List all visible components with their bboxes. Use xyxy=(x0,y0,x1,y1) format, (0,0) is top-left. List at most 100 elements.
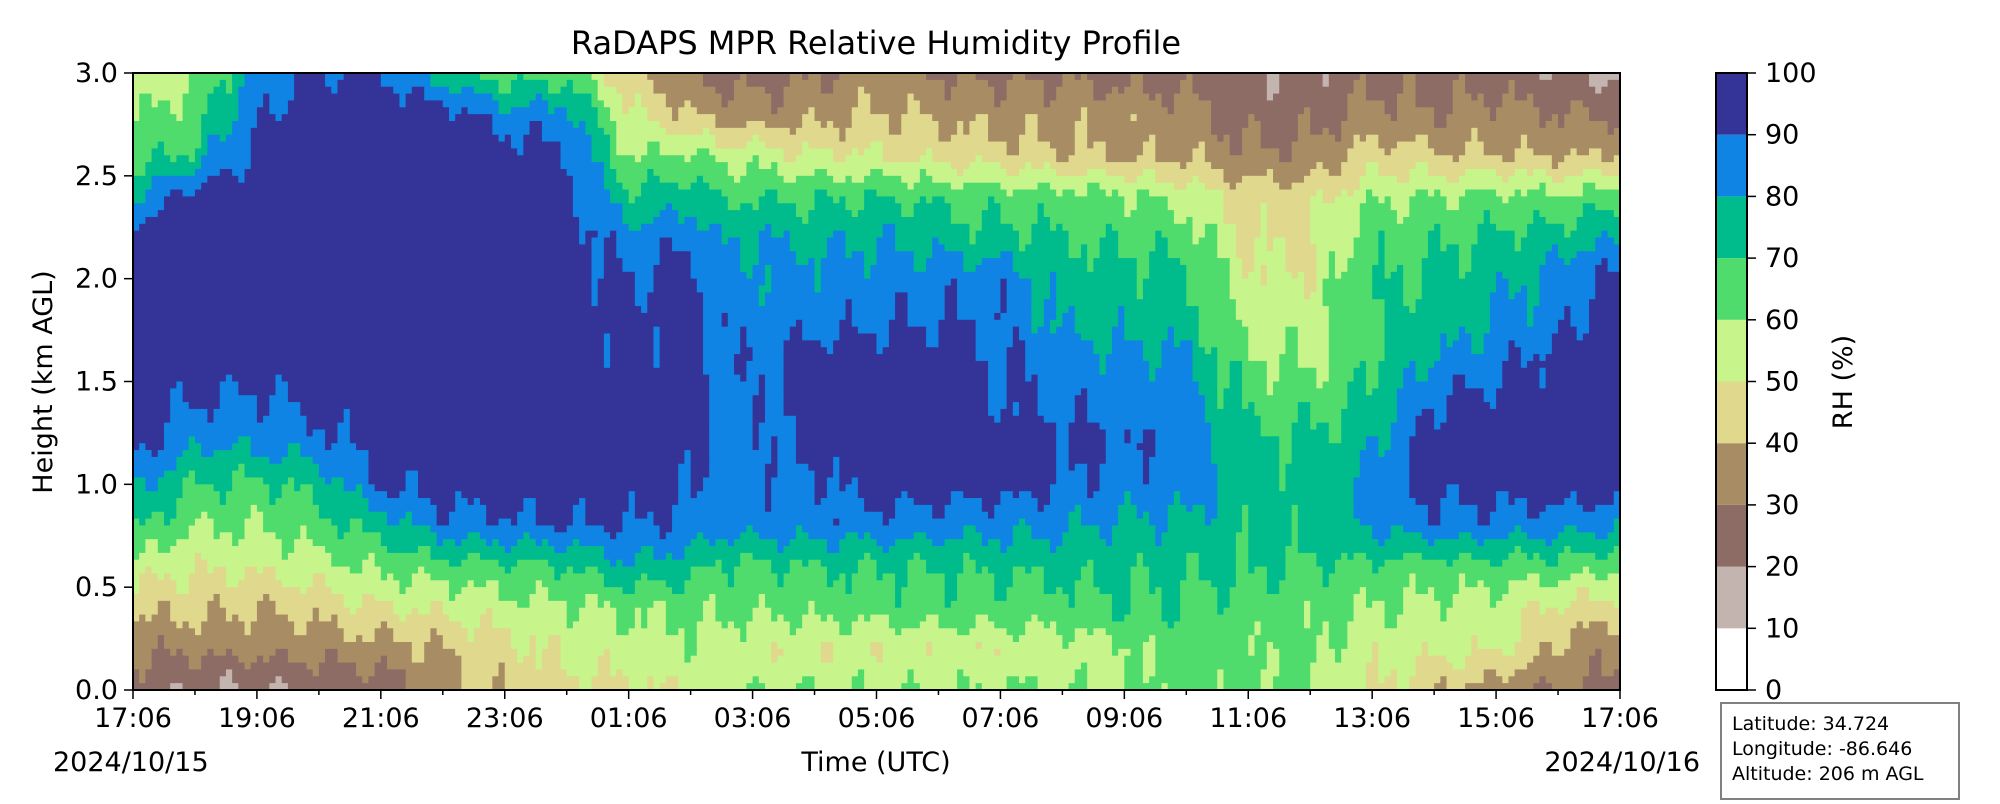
rh-cell xyxy=(1285,93,1293,102)
rh-cell xyxy=(1167,196,1175,204)
rh-cell xyxy=(331,155,339,163)
rh-cell xyxy=(1192,79,1200,88)
rh-cell xyxy=(430,210,438,218)
rh-cell xyxy=(356,175,363,184)
rh-cell xyxy=(1043,107,1051,115)
rh-cell xyxy=(572,162,580,170)
rh-cell xyxy=(1551,155,1559,163)
rh-cell xyxy=(1019,127,1026,136)
rh-cell xyxy=(1204,93,1212,102)
rh-cell xyxy=(256,162,264,170)
rh-cell xyxy=(349,203,357,211)
rh-cell xyxy=(1607,79,1615,88)
rh-cell xyxy=(926,148,933,156)
rh-cell xyxy=(926,168,933,177)
rh-cell xyxy=(1149,93,1156,102)
rh-cell xyxy=(523,203,531,211)
rh-cell xyxy=(684,93,692,102)
rh-cell xyxy=(1440,182,1448,191)
rh-cell xyxy=(678,127,686,136)
rh-cell xyxy=(610,189,617,197)
rh-cell xyxy=(1031,168,1039,177)
rh-cell xyxy=(1025,168,1032,177)
rh-cell xyxy=(1167,203,1175,211)
rh-cell xyxy=(1601,100,1609,108)
rh-cell xyxy=(1099,203,1107,211)
rh-cell xyxy=(1341,203,1348,211)
rh-cell xyxy=(950,182,958,191)
rh-cell xyxy=(1031,189,1039,197)
rh-cell xyxy=(1242,141,1249,150)
rh-cell xyxy=(678,175,686,184)
rh-cell xyxy=(1074,168,1082,177)
rh-cell xyxy=(1217,155,1225,163)
rh-cell xyxy=(932,86,940,95)
rh-cell xyxy=(1353,73,1361,81)
rh-cell xyxy=(275,73,283,81)
rh-cell xyxy=(845,182,853,191)
rh-cell xyxy=(139,86,146,95)
rh-cell xyxy=(628,182,636,191)
rh-cell xyxy=(1068,148,1076,156)
rh-cell xyxy=(913,162,921,170)
rh-cell xyxy=(442,175,450,184)
rh-cell xyxy=(1576,175,1584,184)
rh-cell xyxy=(777,93,785,102)
rh-cell xyxy=(411,155,419,163)
rh-cell xyxy=(374,203,382,211)
rh-cell xyxy=(548,162,555,170)
rh-cell xyxy=(1000,100,1008,108)
rh-cell xyxy=(1049,203,1057,211)
rh-cell xyxy=(808,155,816,163)
rh-cell xyxy=(1353,141,1361,150)
rh-cell xyxy=(455,155,462,163)
rh-cell xyxy=(932,114,940,122)
rh-cell xyxy=(1235,162,1243,170)
rh-cell xyxy=(740,175,747,184)
rh-cell xyxy=(1186,141,1194,150)
rh-cell xyxy=(256,79,264,88)
rh-cell xyxy=(1440,196,1448,204)
rh-cell xyxy=(492,189,500,197)
rh-cell xyxy=(1087,86,1094,95)
rh-cell xyxy=(1037,120,1045,129)
rh-cell xyxy=(1384,175,1392,184)
rh-cell xyxy=(176,155,184,163)
rh-cell xyxy=(194,210,202,218)
rh-cell xyxy=(486,141,493,150)
rh-cell xyxy=(1539,120,1547,129)
rh-cell xyxy=(659,141,667,150)
rh-cell xyxy=(641,203,648,211)
rh-cell xyxy=(963,107,971,115)
rh-cell xyxy=(1186,168,1194,177)
rh-cell xyxy=(1378,162,1386,170)
rh-cell xyxy=(455,79,462,88)
rh-cell xyxy=(492,100,500,108)
rh-cell xyxy=(814,134,822,143)
rh-cell xyxy=(479,120,487,129)
rh-cell xyxy=(634,107,642,115)
rh-cell xyxy=(870,162,878,170)
rh-cell xyxy=(1477,148,1485,156)
rh-cell xyxy=(473,107,481,115)
rh-cell xyxy=(808,168,816,177)
rh-cell xyxy=(250,155,258,163)
rh-cell xyxy=(1019,155,1026,163)
rh-cell xyxy=(851,196,859,204)
rh-cell xyxy=(913,127,921,136)
rh-cell xyxy=(957,162,964,170)
rh-cell xyxy=(300,148,308,156)
rh-cell xyxy=(1359,86,1367,95)
rh-cell xyxy=(182,162,190,170)
rh-cell xyxy=(1502,114,1510,122)
rh-cell xyxy=(752,120,760,129)
rh-cell xyxy=(1496,127,1503,136)
rh-cell xyxy=(1130,182,1138,191)
rh-cell xyxy=(1520,175,1528,184)
rh-cell xyxy=(1341,79,1348,88)
rh-cell xyxy=(1403,134,1410,143)
rh-cell xyxy=(1334,196,1342,204)
rh-cell xyxy=(182,148,190,156)
rh-cell xyxy=(1570,155,1578,163)
rh-cell xyxy=(145,127,153,136)
